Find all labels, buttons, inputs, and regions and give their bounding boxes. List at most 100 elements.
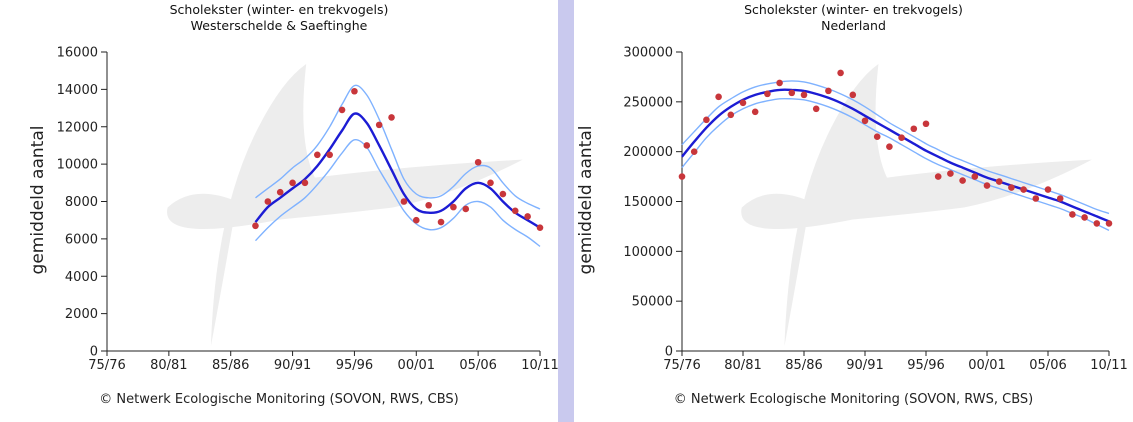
y-tick-label: 300000 <box>623 46 673 61</box>
y-tick-label: 0 <box>665 345 673 360</box>
x-tick-label: 05/06 <box>459 358 496 373</box>
observation-point <box>1020 186 1027 193</box>
observation-point <box>727 111 735 119</box>
x-tick-label: 95/96 <box>907 358 944 373</box>
x-tick-label: 90/91 <box>274 358 311 373</box>
observation-point <box>326 151 333 159</box>
x-tick-label: 95/96 <box>336 358 373 373</box>
x-tick-label: 80/81 <box>724 358 761 373</box>
observation-point <box>1032 195 1040 202</box>
observation-point <box>922 120 930 128</box>
observation-point <box>995 178 1003 185</box>
y-tick-label: 10000 <box>57 158 98 173</box>
observation-point <box>351 87 358 95</box>
y-tick-label: 200000 <box>623 145 673 160</box>
observation-point <box>301 179 309 187</box>
x-tick-label: 05/06 <box>1029 358 1066 373</box>
observation-point <box>425 201 432 209</box>
x-tick-label: 10/11 <box>1090 358 1127 373</box>
observation-point <box>1093 220 1101 227</box>
observation-point <box>751 108 759 116</box>
x-tick-label: 85/86 <box>785 358 822 373</box>
y-tick-label: 12000 <box>57 120 98 135</box>
observation-point <box>715 93 722 101</box>
x-tick-label: 80/81 <box>150 358 187 373</box>
y-tick-label: 150000 <box>623 195 673 210</box>
x-tick-label: 75/76 <box>88 358 125 373</box>
copyright-notice: © Netwerk Ecologische Monitoring (SOVON,… <box>99 392 459 407</box>
y-tick-label: 6000 <box>65 232 98 247</box>
x-tick-label: 85/86 <box>212 358 249 373</box>
y-tick-label: 8000 <box>65 195 98 210</box>
observation-point <box>861 117 869 125</box>
y-tick-label: 14000 <box>57 83 98 98</box>
y-tick-label: 2000 <box>65 307 98 322</box>
x-tick-label: 90/91 <box>846 358 883 373</box>
observation-point <box>499 190 507 198</box>
observation-point <box>289 179 296 187</box>
x-tick-label: 00/01 <box>398 358 435 373</box>
x-tick-label: 10/11 <box>521 358 558 373</box>
observation-point <box>764 90 771 98</box>
observation-point <box>474 158 482 166</box>
upper-confidence-line <box>255 84 541 210</box>
observation-point <box>873 133 881 141</box>
observation-point <box>886 143 893 150</box>
observation-point <box>1056 195 1064 202</box>
observation-point <box>959 177 966 184</box>
y-axis-title: gemiddeld aantal <box>576 126 596 275</box>
observation-point <box>1069 211 1076 218</box>
y-tick-label: 4000 <box>65 270 98 285</box>
observation-point <box>849 91 857 99</box>
observation-point <box>983 182 991 189</box>
upper-confidence-line <box>681 80 1110 215</box>
observation-point <box>800 91 808 99</box>
observation-point <box>690 148 698 155</box>
observation-point <box>363 142 371 149</box>
trend-line <box>681 88 1110 223</box>
chart-subtitle: Westerschelde & Saeftinghe <box>190 18 368 33</box>
observation-point <box>487 179 494 187</box>
observation-point <box>412 216 420 224</box>
observation-point <box>1008 184 1015 191</box>
bird-silhouette-watermark <box>741 63 1092 347</box>
observation-point <box>1081 214 1088 221</box>
chart-title: Scholekster (winter- en trekvogels) <box>169 2 389 17</box>
observation-point <box>1105 220 1113 227</box>
chart-plot-westerschelde: 0 2000 4000 6000 8000 10000 12000 14000 16000 75/… <box>28 46 559 374</box>
observation-point <box>678 173 686 180</box>
observation-point <box>739 99 747 107</box>
observation-point <box>264 198 272 205</box>
observation-point <box>314 151 321 159</box>
y-tick-label: 100000 <box>623 245 673 260</box>
observation-point <box>971 173 979 180</box>
lower-confidence-line <box>254 138 541 247</box>
observation-point <box>825 87 832 95</box>
observation-point <box>947 170 954 177</box>
x-tick-label: 75/76 <box>663 358 700 373</box>
panel-divider <box>558 0 574 422</box>
observation-point <box>837 69 844 77</box>
observation-point <box>338 106 346 114</box>
observation-point <box>776 79 783 87</box>
y-axis-title: gemiddeld aantal <box>28 126 48 275</box>
chart-plot-nederland: 0 50000 100000 150000 200000 250000 300000 75/7… <box>576 46 1128 374</box>
observation-point <box>812 105 820 113</box>
x-tick-label: 00/01 <box>968 358 1005 373</box>
observation-point <box>536 224 544 231</box>
observation-point <box>1044 186 1052 193</box>
y-tick-label: 50000 <box>632 295 673 310</box>
bird-silhouette-watermark <box>167 63 523 347</box>
observation-point <box>437 218 445 226</box>
copyright-notice: © Netwerk Ecologische Monitoring (SOVON,… <box>673 392 1034 407</box>
y-tick-label: 16000 <box>57 46 98 61</box>
observation-point <box>450 203 457 211</box>
observation-point <box>934 173 942 180</box>
observation-point <box>524 213 531 220</box>
y-tick-label: 250000 <box>623 95 673 110</box>
chart-subtitle: Nederland <box>821 18 886 33</box>
observation-point <box>898 134 905 142</box>
observation-point <box>400 198 408 205</box>
y-tick-label: 0 <box>90 345 98 360</box>
observation-point <box>511 207 519 215</box>
